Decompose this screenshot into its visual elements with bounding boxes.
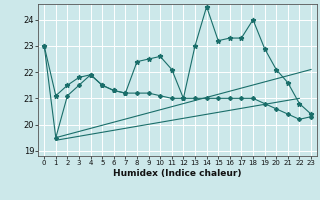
X-axis label: Humidex (Indice chaleur): Humidex (Indice chaleur)	[113, 169, 242, 178]
